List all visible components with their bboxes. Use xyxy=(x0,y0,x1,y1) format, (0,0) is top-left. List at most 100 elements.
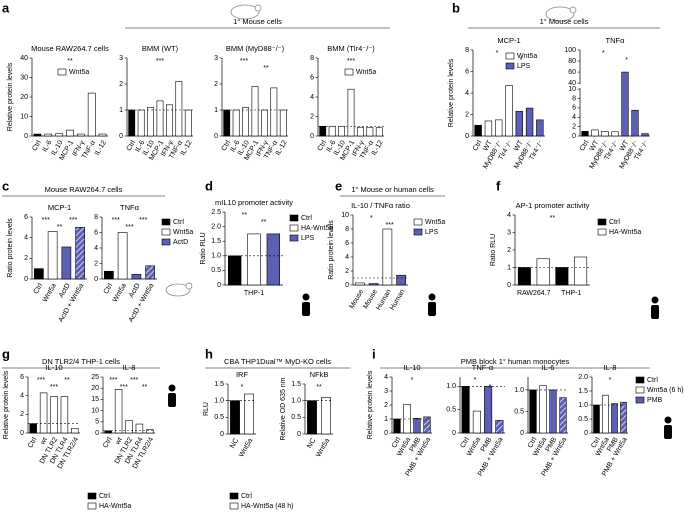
x-tick-label: WT xyxy=(619,139,631,153)
bar xyxy=(145,265,155,280)
human-icon xyxy=(168,293,672,439)
y-axis-label: Relative OD 635 nm xyxy=(280,377,287,440)
bar xyxy=(61,246,72,280)
y-tick-label: 1.0 xyxy=(211,253,221,260)
bar xyxy=(474,124,482,137)
y-tick-label: 6 xyxy=(310,74,314,81)
bar xyxy=(355,282,365,286)
y-axis-label: Ratio RLU xyxy=(490,234,497,266)
bar xyxy=(611,403,618,434)
bar xyxy=(366,126,374,137)
significance: ** xyxy=(57,224,63,231)
y-tick-label: 100 xyxy=(564,47,576,54)
mouse-icon xyxy=(165,4,577,297)
bar xyxy=(641,133,649,137)
legend-swatch xyxy=(635,396,645,404)
significance: *** xyxy=(112,217,120,224)
y-tick-label: 6 xyxy=(20,374,24,381)
legend-label: LPS xyxy=(301,235,315,242)
y-tick-label: 1.5 xyxy=(291,381,301,388)
bar xyxy=(244,393,254,435)
significance: ** xyxy=(550,215,556,222)
significance: *** xyxy=(69,217,77,224)
significance: * xyxy=(411,377,414,384)
y-tick-label: 4 xyxy=(20,393,24,400)
y-tick-label: 8 xyxy=(572,95,576,102)
legend-swatch xyxy=(229,492,239,500)
chart-title: MCP-1 xyxy=(48,203,71,212)
bar xyxy=(125,420,133,434)
legend-swatch xyxy=(413,228,423,236)
y-tick-label: 1.5 xyxy=(211,238,221,245)
significance: * xyxy=(489,384,492,391)
x-tick-label: wt xyxy=(39,436,49,446)
y-axis-label: Relative protein levels xyxy=(3,370,10,439)
legend-label: Wnt5a xyxy=(425,219,445,226)
y-tick-label: 3 xyxy=(507,229,511,236)
bar xyxy=(33,133,42,137)
chart-title: MCP-1 xyxy=(497,36,520,45)
panel-letter: g xyxy=(2,346,10,361)
bar xyxy=(251,86,259,137)
chart-title: TNF-α xyxy=(472,363,494,372)
legend-label: Wnt5a (6 h) xyxy=(647,387,684,394)
group-header: Mouse RAW264.7 cells xyxy=(45,185,123,194)
bar xyxy=(472,410,481,434)
bar xyxy=(461,386,470,434)
bar xyxy=(495,119,503,137)
legend-label: ActD xyxy=(173,239,188,246)
x-tick-label: Wnt5a xyxy=(42,282,58,303)
x-tick-label: NC xyxy=(306,437,317,449)
group-header: 1° Mouse or human cells xyxy=(351,185,434,194)
y-tick-label: 6 xyxy=(24,214,28,221)
legend-swatch xyxy=(289,214,299,222)
bar xyxy=(631,109,639,137)
bar xyxy=(29,423,37,434)
y-tick-label: 15 xyxy=(91,396,99,403)
bar xyxy=(137,109,145,137)
legend-swatch xyxy=(344,68,354,76)
bar xyxy=(104,430,112,434)
y-tick-label: 1 xyxy=(214,107,218,114)
legend-label: LPS xyxy=(425,229,439,236)
legend-swatch xyxy=(87,492,97,500)
significance: * xyxy=(496,50,499,57)
y-tick-label: 10 xyxy=(341,212,349,219)
bar xyxy=(261,109,268,137)
bar xyxy=(266,233,281,286)
bar xyxy=(484,120,493,137)
bar xyxy=(135,423,144,434)
y-tick-label: 0.5 xyxy=(214,414,224,421)
x-tick-label: Wnt5a xyxy=(238,437,254,458)
chart-title: Mouse RAW264.7 cells xyxy=(31,44,109,53)
bar xyxy=(611,131,619,137)
bar xyxy=(47,231,58,280)
legend-swatch xyxy=(505,62,515,70)
significance: *** xyxy=(37,377,45,384)
bar xyxy=(128,109,136,137)
chart-title: IL-10 xyxy=(45,363,62,372)
y-tick-label: 0.5 xyxy=(514,408,524,415)
bar xyxy=(71,428,79,434)
x-tick-label: Ctrl xyxy=(391,436,403,449)
y-tick-label: 1.0 xyxy=(514,387,524,394)
y-tick-label: 2.0 xyxy=(578,374,588,381)
significance: * xyxy=(602,50,605,57)
significance: *** xyxy=(386,222,394,229)
significance: *** xyxy=(347,58,355,65)
y-tick-label: 1 xyxy=(119,107,123,114)
panel-letter: e xyxy=(335,178,342,193)
group-header: CBA THP1Dual™ MyD-KO cells xyxy=(224,357,331,366)
y-tick-label: 0.5 xyxy=(291,414,301,421)
y-tick-label: 0 xyxy=(507,282,511,289)
significance: ** xyxy=(142,384,148,391)
legend-label: LPS xyxy=(517,63,531,70)
bar xyxy=(581,131,589,137)
bar xyxy=(375,127,383,137)
legend-label: PMB xyxy=(647,397,663,404)
bar xyxy=(55,133,64,137)
bar xyxy=(555,267,569,286)
y-tick-label: 0 xyxy=(20,430,24,437)
y-tick-label: 4 xyxy=(465,90,469,97)
